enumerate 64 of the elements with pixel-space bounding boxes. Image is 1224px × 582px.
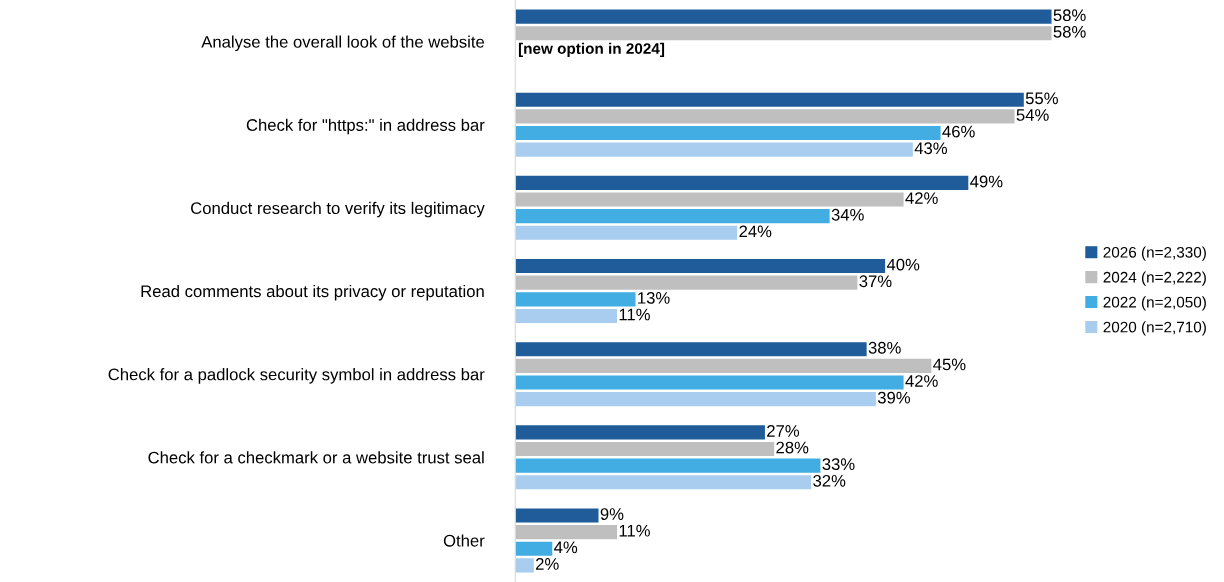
bar — [515, 358, 932, 373]
bar — [515, 308, 617, 324]
data-label: 40% — [886, 258, 920, 271]
data-label: 46% — [942, 125, 975, 138]
y-tick-label: Read comments about its privacy or reputation — [141, 284, 484, 301]
bar — [515, 258, 886, 274]
data-label: 32% — [813, 474, 846, 487]
legend-label: 2024 (n=2,222) — [1103, 271, 1206, 286]
bar — [515, 342, 867, 357]
annotation: [new option in 2024] — [518, 42, 665, 58]
data-label: 28% — [776, 441, 809, 454]
bar — [515, 392, 876, 407]
data-label: 39% — [877, 391, 911, 404]
data-label: 34% — [831, 208, 864, 221]
bar — [515, 475, 812, 490]
y-tick-label: Check for "https:" in address bar — [246, 118, 485, 135]
bar — [515, 558, 534, 573]
bar — [515, 508, 599, 523]
data-label: 38% — [868, 341, 901, 354]
data-label: 24% — [739, 225, 772, 238]
bar — [515, 541, 553, 556]
data-label: 55% — [1025, 92, 1058, 105]
bar — [515, 26, 1052, 41]
bar — [515, 458, 821, 473]
data-label: 45% — [933, 358, 966, 371]
bar — [515, 225, 738, 240]
y-tick-label: Check for a padlock security symbol in address bar — [108, 368, 485, 384]
data-label: 58% — [1053, 9, 1086, 22]
data-label: 54% — [1016, 109, 1049, 121]
data-label: 42% — [905, 375, 938, 387]
bar — [515, 142, 913, 157]
data-label: 43% — [914, 142, 948, 155]
bar — [515, 525, 617, 540]
data-label: 27% — [767, 425, 800, 437]
data-label: 13% — [638, 291, 670, 304]
bar — [515, 275, 858, 290]
legend-label: 2026 (n=2,330) — [1103, 246, 1206, 261]
y-tick-label: Analyse the overall look of the website — [201, 35, 485, 52]
data-label: 49% — [970, 175, 1003, 188]
data-label: 42% — [905, 192, 938, 204]
legend-label: 2020 (n=2,710) — [1103, 321, 1206, 336]
y-tick-label: Check for a checkmark or a website trust seal — [148, 451, 484, 464]
bar — [515, 175, 969, 190]
y-tick-label: Conduct research to verify its legitimacy — [191, 201, 485, 218]
data-label: 4% — [554, 541, 578, 554]
bar — [515, 9, 1052, 24]
data-label: 9% — [600, 508, 624, 520]
data-label: 11% — [619, 308, 650, 321]
data-label: 11% — [619, 524, 650, 537]
legend-label: 2022 (n=2,050) — [1103, 296, 1206, 311]
bar — [515, 209, 830, 224]
bar — [515, 441, 775, 457]
bar — [515, 425, 765, 440]
bar — [515, 192, 904, 207]
bar — [515, 109, 1015, 124]
y-tick-label: Other — [443, 534, 485, 547]
data-label: 33% — [822, 458, 855, 471]
bar — [515, 125, 941, 141]
data-label: 2% — [536, 558, 559, 570]
data-label: 37% — [859, 275, 892, 288]
data-label: 58% — [1053, 25, 1086, 38]
bar — [515, 92, 1024, 107]
bar — [515, 375, 904, 390]
bar — [515, 292, 636, 307]
